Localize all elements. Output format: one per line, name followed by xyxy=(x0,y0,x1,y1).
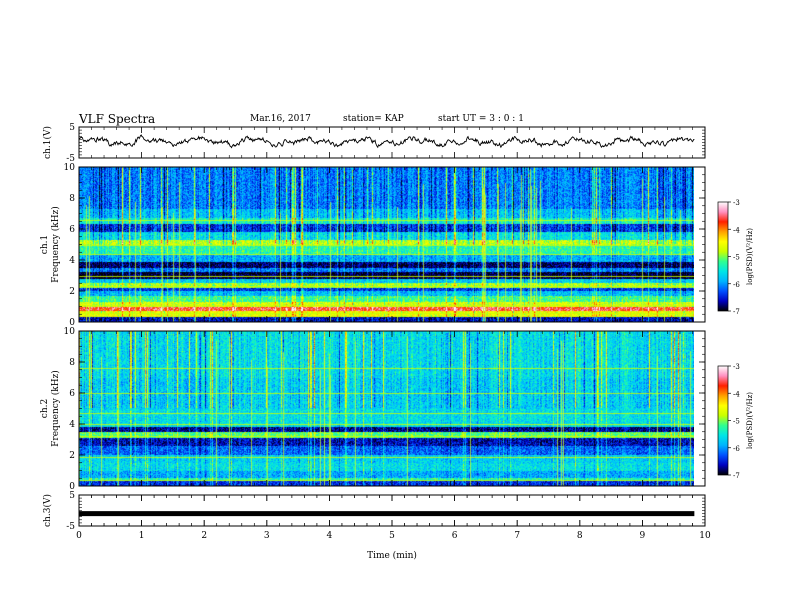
x-tick-label: 6 xyxy=(452,531,458,541)
colorbar-tick-label: -5 xyxy=(733,254,740,262)
y-tick-label: 6 xyxy=(69,389,75,399)
y-ticks: 0 2 4 6 8 10 xyxy=(64,327,705,492)
colorbar-tick-label: -3 xyxy=(733,363,740,371)
x-ticks: 0 1 2 3 4 5 6 7 8 9 10 xyxy=(76,495,711,541)
ch1-waveform xyxy=(78,134,695,149)
y-tick-label: 5 xyxy=(69,123,75,133)
y-ticks: 5 -5 xyxy=(66,491,705,532)
colorbar-label: log(PSD)(V²/Hz) xyxy=(746,392,754,449)
ch1-spectrogram xyxy=(79,167,694,322)
x-tick-label: 7 xyxy=(514,531,520,541)
y-tick-label: 6 xyxy=(69,225,75,235)
y-axis-label: ch.1 xyxy=(40,235,50,254)
colorbar-ch2-bar xyxy=(717,365,729,476)
start-time-label: start UT = 3 : 0 : 1 xyxy=(438,114,524,124)
x-tick-label: 5 xyxy=(389,531,395,541)
y-tick-label: 8 xyxy=(69,358,75,368)
x-ticks xyxy=(78,127,706,158)
x-tick-label: 9 xyxy=(640,531,646,541)
colorbar-tick-label: -7 xyxy=(733,308,740,316)
colorbar-tick-label: -7 xyxy=(733,472,740,480)
y-tick-label: 0 xyxy=(69,482,75,492)
x-tick-label: 8 xyxy=(577,531,583,541)
y-axis-label: Frequency (kHz) xyxy=(50,206,61,283)
date-label: Mar.16, 2017 xyxy=(250,114,311,124)
y-axis-label: ch.2 xyxy=(40,399,50,418)
x-tick-label: 2 xyxy=(201,531,207,541)
colorbar-ch2: -3 -4 -5 -6 -7 log(PSD)(V²/Hz) xyxy=(717,363,754,480)
colorbar-ch1-bar xyxy=(717,201,729,312)
colorbar-tick-label: -4 xyxy=(733,390,740,398)
x-ticks xyxy=(78,331,706,486)
station-label: station= KAP xyxy=(343,114,404,124)
x-axis-label: Time (min) xyxy=(367,550,417,561)
y-axis-label: ch.1(V) xyxy=(42,126,53,159)
y-ticks: 5 -5 xyxy=(66,123,705,164)
y-tick-label: 2 xyxy=(69,287,75,297)
y-tick-label: 5 xyxy=(69,491,75,501)
colorbar-tick-label: -5 xyxy=(733,418,740,426)
x-ticks xyxy=(78,167,706,322)
plot-title: VLF Spectra xyxy=(79,112,156,126)
ch1-spectrogram-image xyxy=(79,167,694,322)
y-tick-label: 4 xyxy=(69,420,75,430)
y-axis-label: ch.3(V) xyxy=(42,494,53,527)
y-tick-label: 10 xyxy=(64,163,76,173)
y-tick-label: 2 xyxy=(69,451,75,461)
y-tick-label: 0 xyxy=(69,318,75,328)
y-tick-label: 4 xyxy=(69,256,75,266)
ch2-spectrogram-image xyxy=(79,331,694,486)
colorbar-ch1: -3 -4 -5 -6 -7 log(PSD)(V²/Hz) xyxy=(717,199,754,316)
y-tick-label: 8 xyxy=(69,194,75,204)
x-tick-label: 1 xyxy=(139,531,145,541)
colorbar-tick-label: -4 xyxy=(733,226,740,234)
y-tick-label: -5 xyxy=(66,154,75,164)
x-tick-label: 4 xyxy=(327,531,333,541)
colorbar-tick-label: -3 xyxy=(733,199,740,207)
x-tick-label: 10 xyxy=(699,531,711,541)
y-ticks: 0 2 4 6 8 10 xyxy=(64,163,705,328)
colorbar-tick-label: -6 xyxy=(733,281,740,289)
x-tick-label: 3 xyxy=(264,531,270,541)
ch1-trace xyxy=(78,134,695,149)
y-tick-label: -5 xyxy=(66,522,75,532)
ch2-spectrogram xyxy=(79,331,694,486)
y-tick-label: 10 xyxy=(64,327,76,337)
x-tick-label: 0 xyxy=(76,531,82,541)
y-axis-label: Frequency (kHz) xyxy=(50,370,61,447)
colorbar-tick-label: -6 xyxy=(733,445,740,453)
colorbar-label: log(PSD)(V²/Hz) xyxy=(746,228,754,285)
